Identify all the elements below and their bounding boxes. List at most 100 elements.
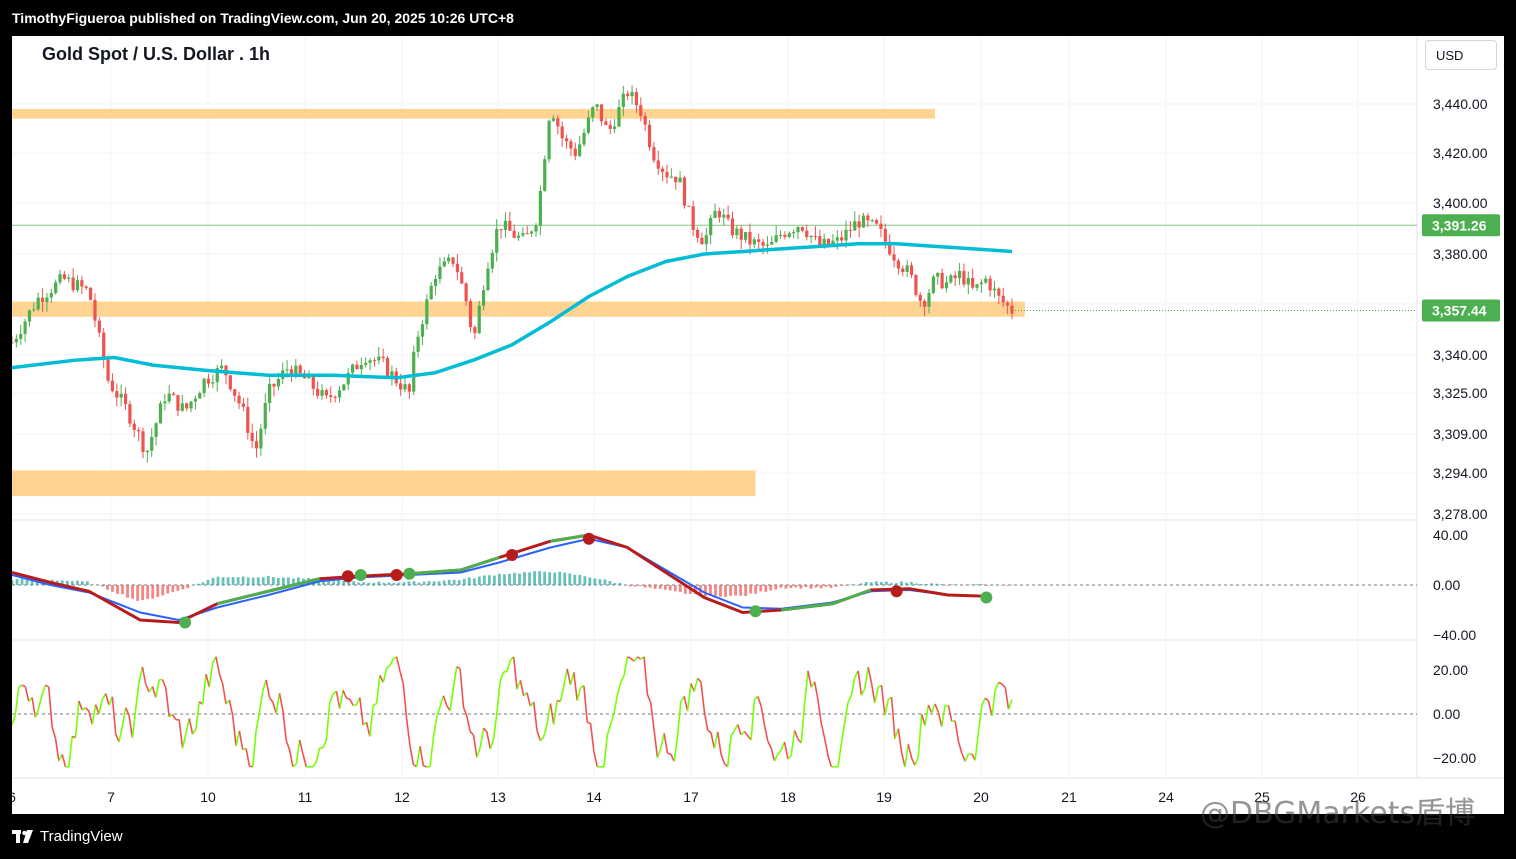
macd-histogram-bar <box>839 585 843 586</box>
price-axis-tick: 3,380.00 <box>1433 246 1488 262</box>
oscillator-segment <box>957 741 963 754</box>
candle-body <box>713 210 717 218</box>
oscillator-segment <box>820 723 826 739</box>
macd-histogram-bar <box>332 581 335 585</box>
time-axis-tick: 17 <box>683 789 699 805</box>
candle <box>739 225 743 250</box>
macd-histogram-bar <box>352 581 356 585</box>
candle <box>342 384 346 391</box>
macd-histogram-bar <box>900 581 903 585</box>
oscillator-segment <box>155 679 160 698</box>
oscillator-segment <box>947 705 953 722</box>
chart-canvas[interactable]: 3,440.003,420.003,400.003,380.003,360.00… <box>12 36 1504 814</box>
currency-selector[interactable]: USD <box>1425 40 1497 70</box>
candle-body <box>88 287 93 300</box>
macd-histogram-bar <box>291 578 295 585</box>
macd-histogram-bar <box>181 585 185 590</box>
macd-histogram-bar <box>920 584 923 585</box>
macd-histogram-bar <box>985 585 989 586</box>
macd-histogram-bar <box>814 585 818 588</box>
oscillator-segment <box>359 697 364 726</box>
oscillator-segment <box>496 680 502 713</box>
macd-histogram-bar <box>492 575 496 585</box>
oscillator-segment <box>850 677 856 696</box>
oscillator-segment <box>315 747 321 762</box>
candle <box>237 391 241 410</box>
oscillator-segment <box>843 702 849 723</box>
candle-body <box>455 263 459 273</box>
oscillator-segment <box>98 699 104 715</box>
candle <box>14 334 18 348</box>
oscillator-segment <box>423 764 427 768</box>
macd-histogram-bar <box>327 579 330 585</box>
macd-axis-tick: 40.00 <box>1433 527 1468 543</box>
macd-histogram-bar <box>477 576 481 585</box>
candle <box>263 393 267 435</box>
candle <box>62 270 66 281</box>
oscillator-segment <box>459 668 465 708</box>
candle-body <box>700 237 704 245</box>
candle <box>713 203 717 219</box>
candle-body <box>171 393 176 396</box>
macd-histogram-bar <box>588 577 592 585</box>
oscillator-segment <box>231 715 237 747</box>
macd-histogram-bar <box>663 585 667 590</box>
candle-body <box>543 159 547 191</box>
oscillator-segment <box>940 705 946 727</box>
oscillator-segment <box>964 753 970 762</box>
watermark-text: @DBGMarkets盾博 <box>1200 796 1476 831</box>
macd-histogram-bar <box>1000 585 1004 586</box>
oscillator-segment <box>78 700 83 711</box>
macd-histogram-bar <box>543 571 547 585</box>
candle-body <box>547 120 551 160</box>
moving-average-line <box>12 242 1013 380</box>
candle-body <box>268 383 272 403</box>
oscillator-segment <box>395 656 401 672</box>
candle <box>206 373 211 388</box>
macd-histogram-bar <box>508 573 511 585</box>
macd-histogram-bar <box>337 580 341 585</box>
candle <box>364 357 368 368</box>
candle <box>447 254 451 264</box>
macd-histogram-bar <box>623 584 627 586</box>
oscillator-segment <box>743 730 749 737</box>
candle <box>516 231 521 241</box>
oscillator-segment <box>536 730 542 741</box>
candle <box>551 115 556 122</box>
candle <box>486 262 490 292</box>
candle-body <box>770 241 774 245</box>
candle <box>219 359 224 371</box>
oscillator-axis-tick: −20.00 <box>1433 750 1476 766</box>
candle <box>578 135 582 157</box>
chart-frame[interactable]: 3,440.003,420.003,400.003,380.003,360.00… <box>12 36 1504 814</box>
candle <box>936 272 940 285</box>
oscillator-segment <box>449 687 455 711</box>
oscillator-segment <box>676 701 682 737</box>
time-axis-tick: 14 <box>586 789 602 805</box>
oscillator-segment <box>328 693 334 704</box>
candle <box>914 273 918 297</box>
candle-body <box>403 384 407 390</box>
candle-body <box>316 388 320 396</box>
macd-histogram-bar <box>995 584 999 586</box>
oscillator-segment <box>34 707 40 718</box>
oscillator-segment <box>512 656 518 690</box>
candle-body <box>752 239 756 245</box>
candle <box>215 364 219 392</box>
oscillator-segment <box>763 724 769 742</box>
oscillator-segment <box>1007 699 1013 710</box>
macd-histogram-bar <box>246 577 250 585</box>
candle <box>58 269 62 285</box>
candle <box>931 274 935 295</box>
oscillator-segment <box>998 681 1003 685</box>
oscillator-segment <box>937 712 943 727</box>
candle-body <box>652 147 656 161</box>
candle-body <box>49 293 53 298</box>
candle-body <box>661 168 665 172</box>
oscillator-segment <box>703 710 709 731</box>
macd-histogram-bar <box>990 584 994 586</box>
oscillator-segment <box>285 740 291 751</box>
tradingview-logo[interactable]: TradingView <box>12 828 123 845</box>
candle-body <box>93 299 97 321</box>
oscillator-segment <box>790 730 796 756</box>
